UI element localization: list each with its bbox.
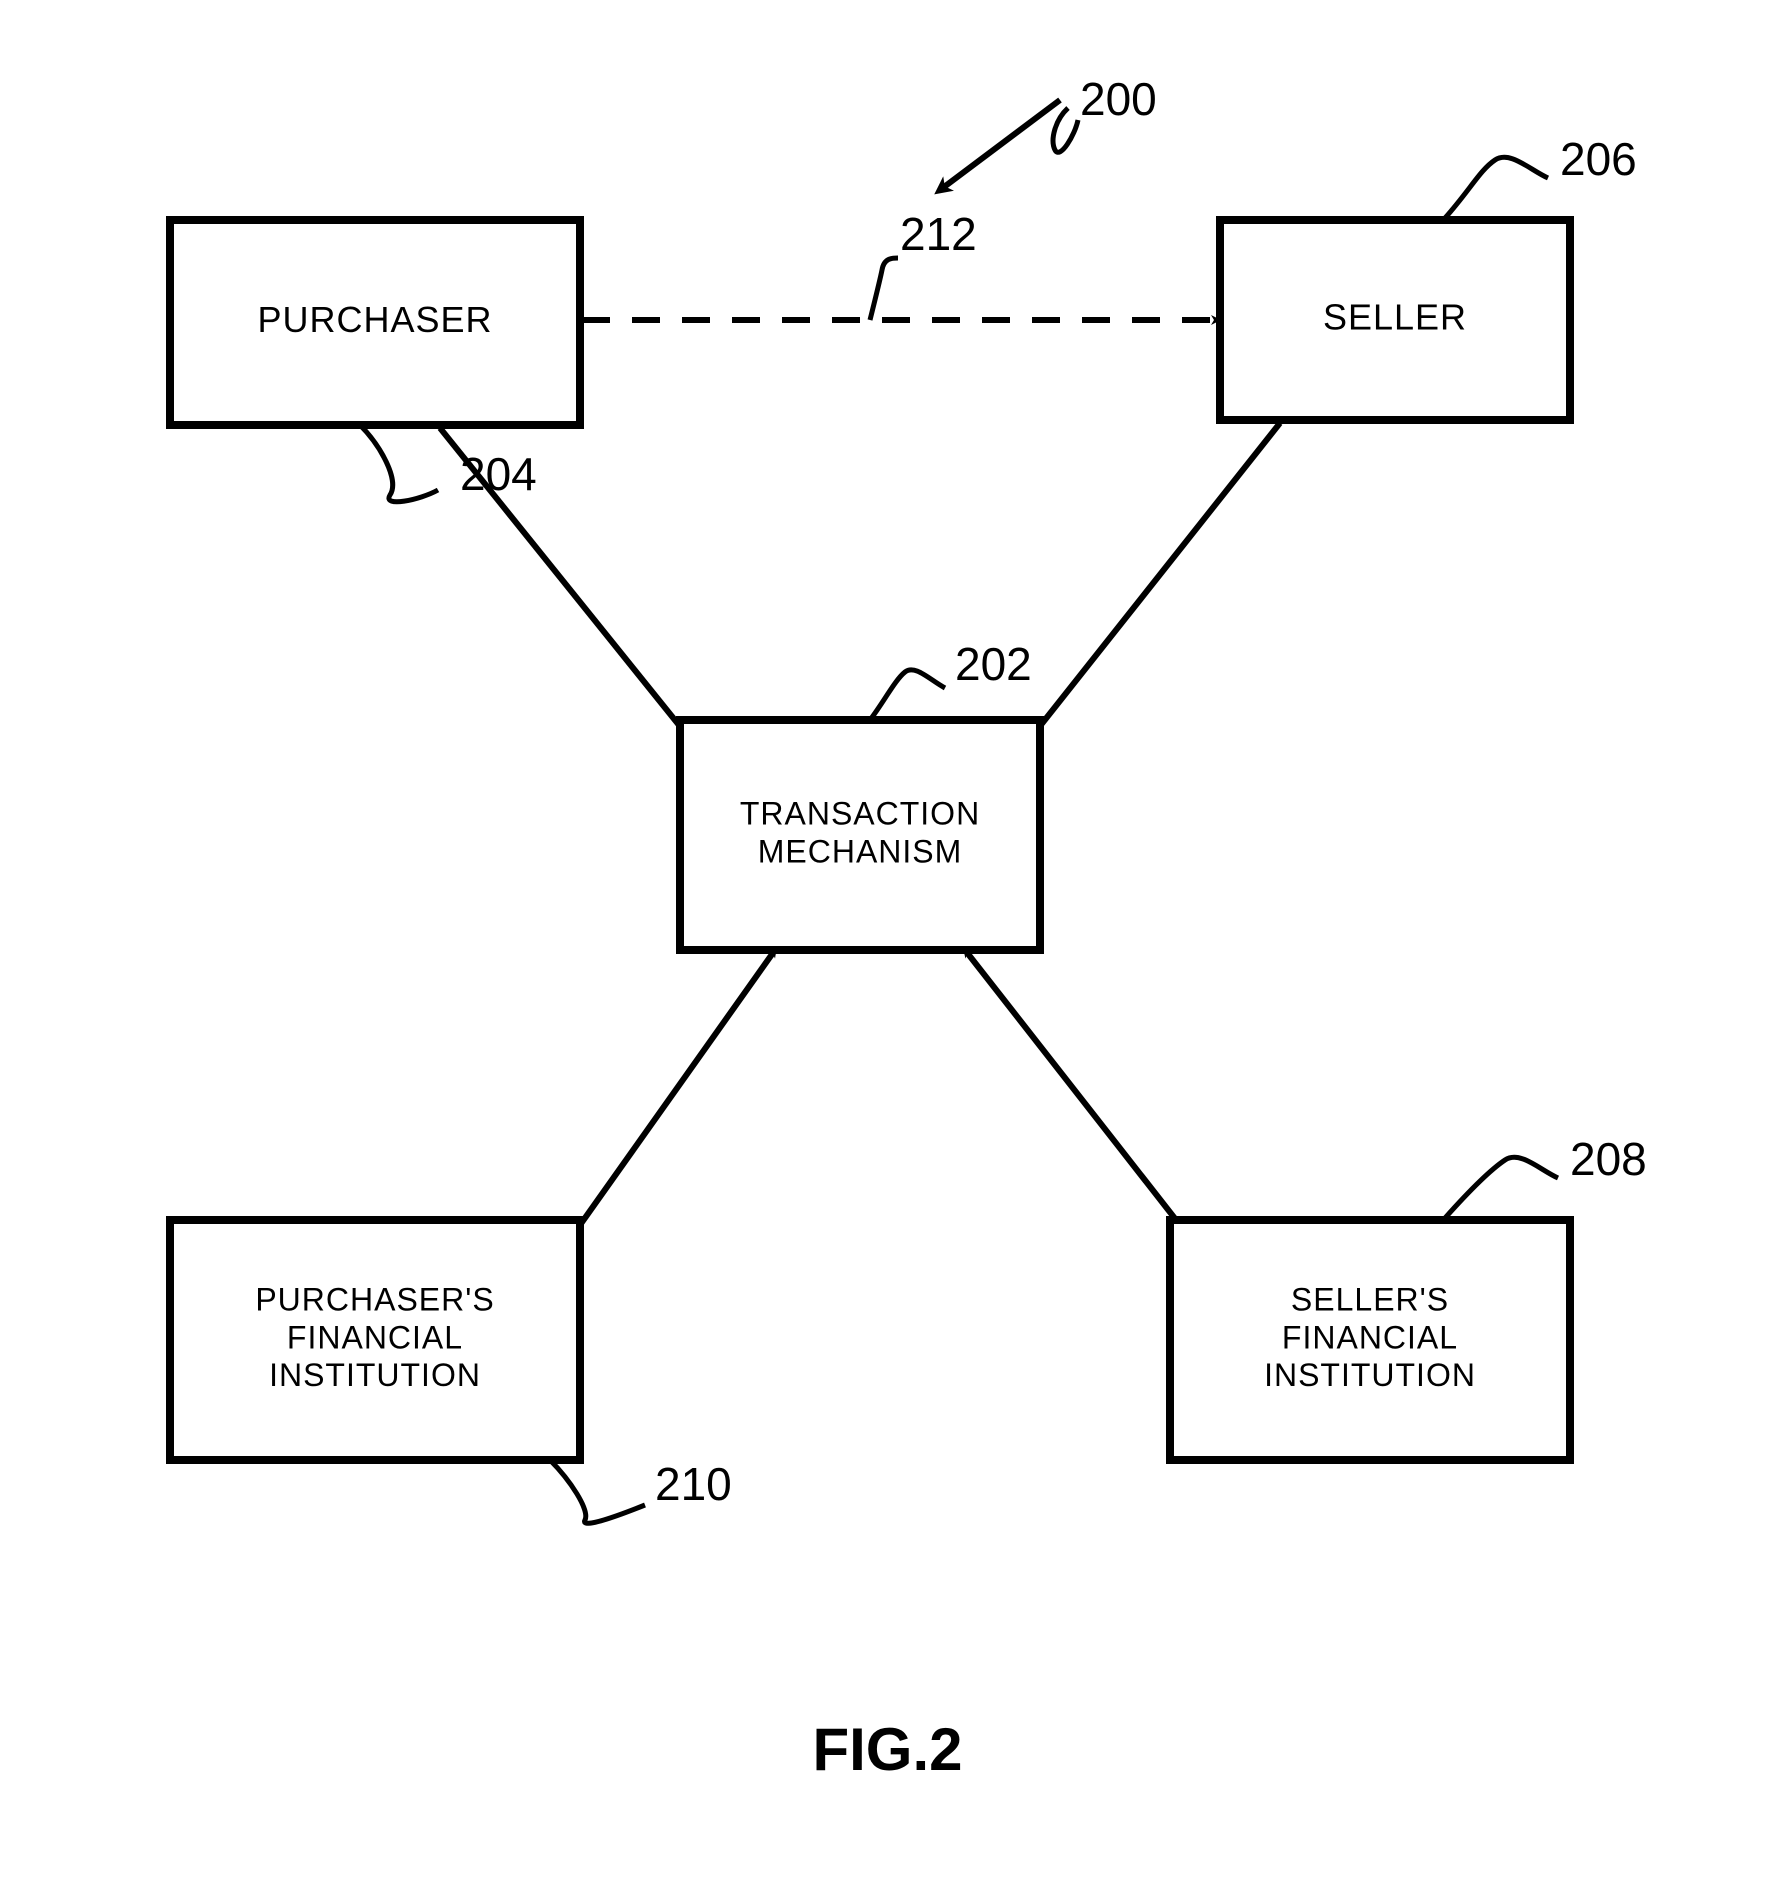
ref-label-210: 210 — [655, 1458, 732, 1510]
edge-purchaser_fi-transaction — [580, 950, 775, 1225]
main-ref-arrow — [940, 100, 1060, 190]
edge-seller-transaction — [1025, 423, 1280, 745]
ref-leader-212 — [870, 258, 898, 320]
node-purchaser_fi-label-2: INSTITUTION — [269, 1357, 481, 1393]
ref-label-204: 204 — [460, 448, 537, 500]
node-transaction-label-0: TRANSACTION — [740, 796, 980, 832]
node-seller_fi-label-2: INSTITUTION — [1264, 1357, 1476, 1393]
ref-label-208: 208 — [1570, 1133, 1647, 1185]
figure-label: FIG.2 — [812, 1716, 962, 1783]
ref-leader-206 — [1445, 157, 1548, 218]
ref-leader-200 — [1053, 108, 1078, 152]
node-purchaser_fi-label-1: FINANCIAL — [287, 1319, 463, 1355]
ref-label-212: 212 — [900, 208, 977, 260]
ref-leader-202 — [870, 670, 945, 720]
ref-leader-208 — [1445, 1157, 1558, 1218]
node-purchaser-label-0: PURCHASER — [257, 299, 492, 340]
node-seller_fi-label-0: SELLER'S — [1291, 1282, 1449, 1318]
node-transaction-label-1: MECHANISM — [758, 833, 963, 869]
ref-label-202: 202 — [955, 638, 1032, 690]
edge-seller_fi-transaction — [965, 950, 1180, 1225]
node-seller-label-0: SELLER — [1323, 297, 1467, 338]
node-seller_fi-label-1: FINANCIAL — [1282, 1319, 1458, 1355]
ref-label-206: 206 — [1560, 133, 1637, 185]
transaction-diagram: PURCHASER SELLER TRANSACTIONMECHANISM PURCH… — [0, 0, 1775, 1889]
ref-label-200: 200 — [1080, 73, 1157, 125]
ref-leader-204 — [360, 425, 438, 502]
node-purchaser_fi-label-0: PURCHASER'S — [255, 1282, 494, 1318]
ref-leader-210 — [550, 1460, 645, 1523]
